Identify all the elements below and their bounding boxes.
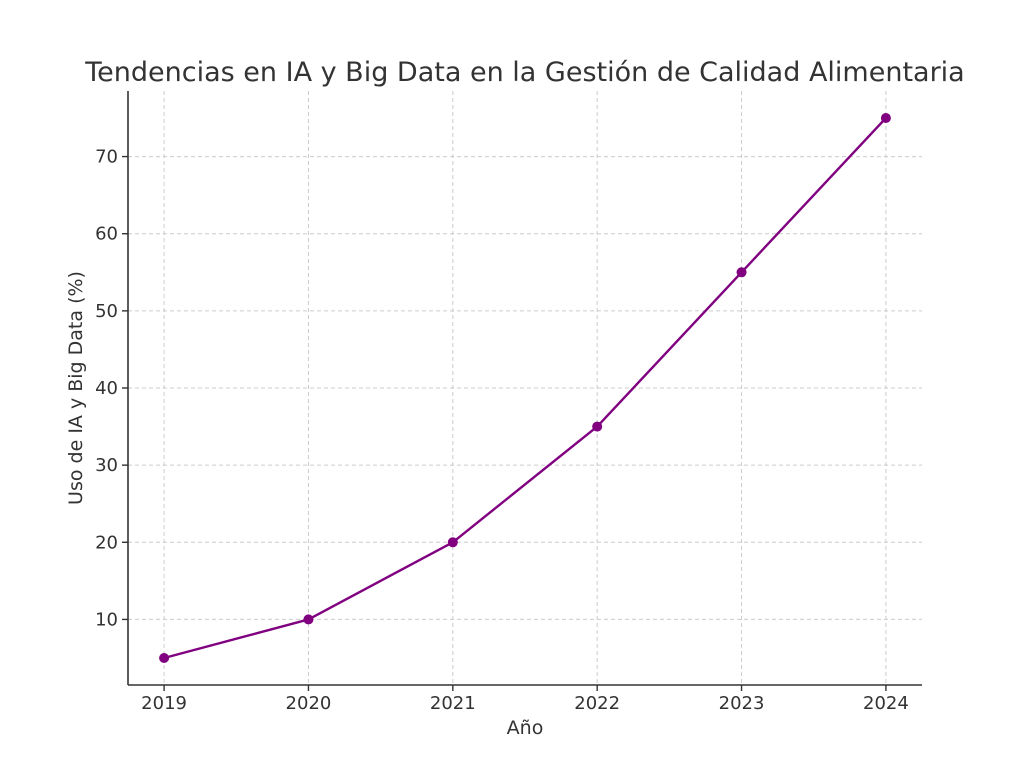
x-tick-label: 2019 [141,693,187,714]
series-layer [159,113,891,663]
series-line [163,117,887,660]
chart-title: Tendencias en IA y Big Data en la Gestió… [84,57,964,88]
y-axis-label: Uso de IA y Big Data (%) [65,271,87,505]
y-tick-label: 20 [95,532,118,553]
data-point [303,614,314,625]
y-tick-label: 70 [95,147,118,168]
y-tick-label: 40 [95,378,118,399]
data-point [736,267,747,278]
grid [128,91,922,685]
x-tick-label: 2022 [574,693,620,714]
x-tick-label: 2020 [286,693,332,714]
y-tick-label: 10 [95,609,118,630]
y-tick-label: 30 [95,455,118,476]
y-tick-label: 50 [95,301,118,322]
x-tick-label: 2021 [430,693,476,714]
x-tick-label: 2024 [863,693,909,714]
data-point [447,537,458,548]
data-point [880,113,891,123]
axis-ticks: 2019 2020 2021 2022 2023 2024 10 20 30 40 50 60 70 [95,147,909,714]
data-point [592,421,603,432]
x-axis-label: Año [507,717,544,739]
y-tick-label: 60 [95,224,118,245]
x-tick-label: 2023 [719,693,765,714]
data-point [159,653,170,663]
